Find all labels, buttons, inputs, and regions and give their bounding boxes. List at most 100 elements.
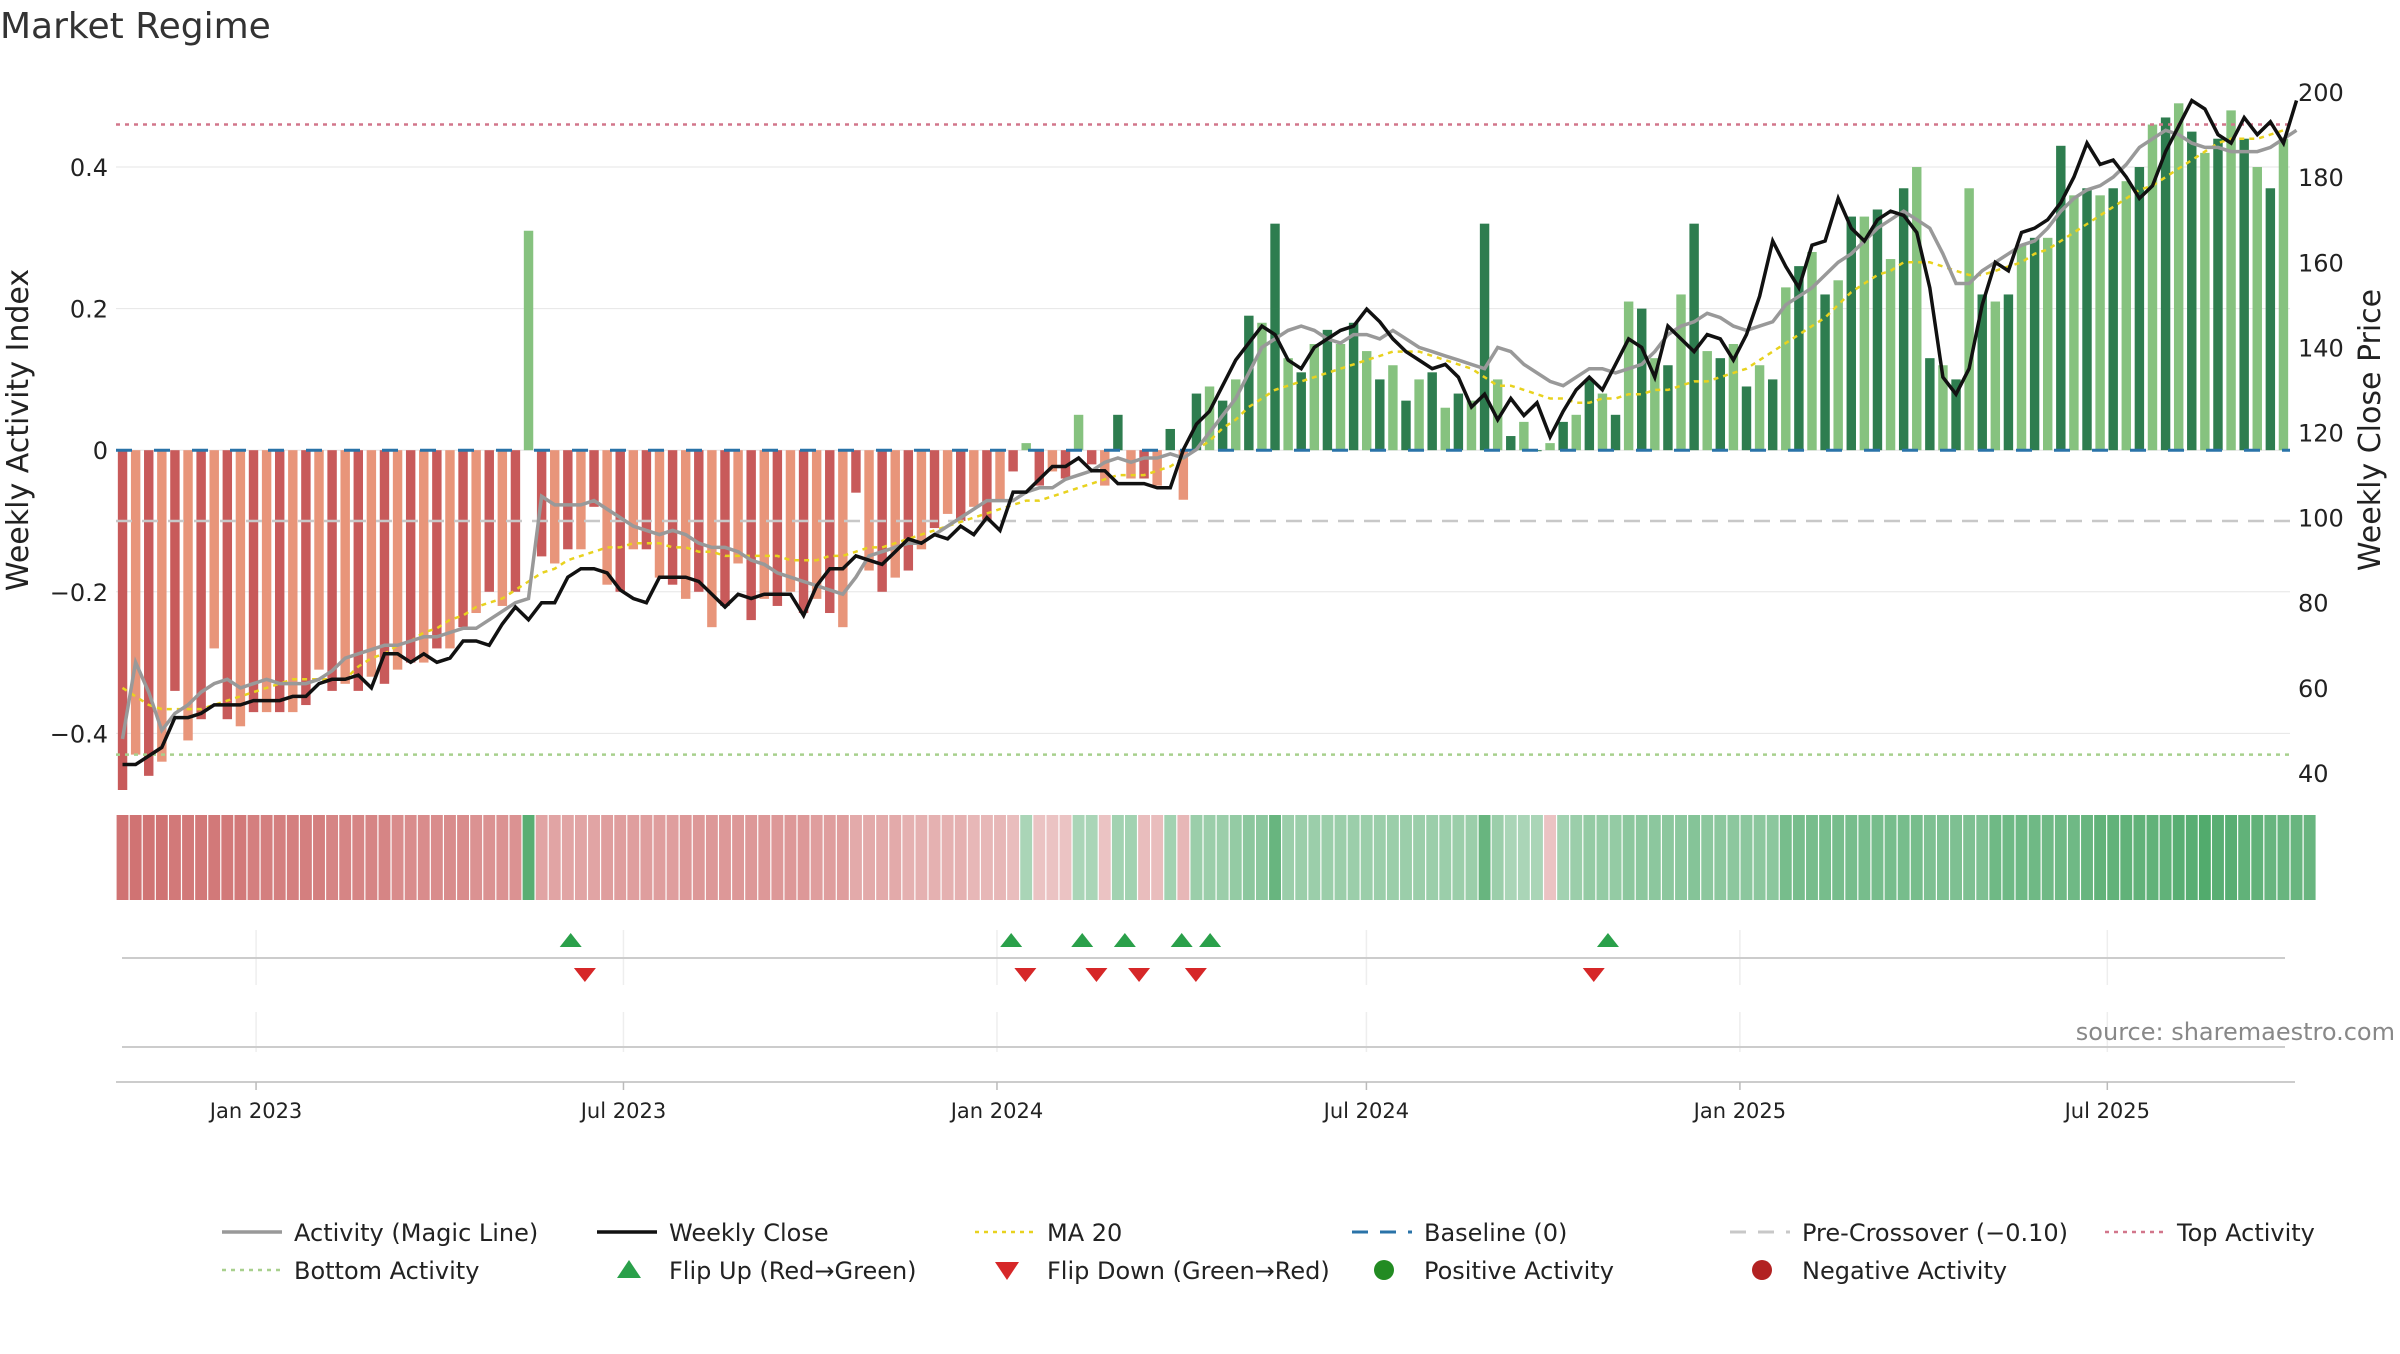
regime-strip — [1033, 815, 1046, 900]
regime-strip — [810, 815, 823, 900]
regime-strip — [1766, 815, 1779, 900]
flip-up-marker — [1170, 933, 1193, 947]
activity-bar — [982, 450, 992, 521]
activity-bar — [916, 450, 927, 550]
activity-bar — [117, 450, 128, 790]
activity-bar — [170, 450, 180, 691]
regime-strip — [2041, 815, 2054, 900]
activity-bar — [1152, 450, 1162, 486]
regime-strip — [1242, 815, 1255, 900]
regime-strip — [614, 815, 627, 900]
regime-strip — [2015, 815, 2028, 900]
regime-strip — [483, 815, 496, 900]
y-right-tick-label: 200 — [2298, 79, 2344, 107]
activity-bar — [353, 450, 363, 691]
legend-label: Top Activity — [2176, 1219, 2315, 1247]
regime-strip — [863, 815, 875, 900]
activity-bar — [1086, 450, 1097, 465]
activity-bar — [1925, 358, 1935, 451]
regime-strip — [182, 815, 194, 900]
regime-strip — [1963, 815, 1976, 900]
regime-strip — [1138, 815, 1151, 900]
regime-strip — [444, 815, 456, 900]
legend-item: Pre-Crossover (−0.10) — [1730, 1219, 2068, 1247]
regime-strip — [1046, 815, 1059, 900]
regime-strip — [1177, 815, 1190, 900]
activity-bar — [1178, 450, 1189, 500]
legend-label: Pre-Crossover (−0.10) — [1802, 1219, 2068, 1247]
regime-strip — [195, 815, 208, 900]
y-right-tick-label: 100 — [2298, 505, 2344, 533]
regime-strip — [2264, 815, 2277, 900]
regime-strip — [155, 815, 168, 900]
legend-swatch — [617, 1260, 641, 1278]
activity-bar — [1663, 365, 1673, 451]
legend-label: Activity (Magic Line) — [294, 1219, 538, 1247]
y-axis-right-label: Weekly Close Price — [2353, 289, 2388, 571]
y-right-tick-label: 180 — [2298, 164, 2344, 192]
regime-strip — [2185, 815, 2198, 900]
regime-strip — [1085, 815, 1098, 900]
x-tick-label: Jul 2025 — [2063, 1099, 2150, 1123]
activity-bar — [1519, 421, 1529, 451]
regime-strip — [1282, 815, 1295, 900]
regime-strip — [784, 815, 797, 900]
x-tick-label: Jan 2023 — [208, 1099, 303, 1123]
regime-strip — [1740, 815, 1753, 900]
regime-strip — [771, 815, 784, 900]
activity-bar — [222, 450, 233, 720]
activity-bar — [1781, 287, 1791, 451]
legend-swatch — [995, 1262, 1019, 1280]
flip-up-marker — [1071, 933, 1094, 947]
regime-strip — [1753, 815, 1766, 900]
activity-bar — [130, 450, 141, 755]
x-tick-label: Jul 2023 — [579, 1099, 666, 1123]
regime-strip — [1059, 815, 1072, 900]
regime-strip — [286, 815, 299, 900]
regime-strip — [1661, 815, 1674, 900]
regime-strip — [1871, 815, 1884, 900]
regime-strip — [889, 815, 902, 900]
legend-label: Bottom Activity — [294, 1257, 479, 1285]
y-left-tick-label: −0.2 — [50, 579, 108, 607]
regime-strip — [1203, 815, 1216, 900]
regime-strip — [1007, 815, 1020, 900]
activity-bar — [432, 450, 442, 649]
regime-strip — [1845, 815, 1858, 900]
flip-up-marker — [1113, 933, 1136, 947]
activity-bar — [1885, 259, 1896, 451]
activity-bar — [1859, 216, 1870, 451]
activity-bar — [2108, 188, 2118, 451]
regime-strip — [1635, 815, 1648, 900]
regime-strip — [208, 815, 221, 900]
flip-up-marker — [559, 933, 582, 947]
regime-strip — [849, 815, 862, 900]
regime-strip — [2002, 815, 2015, 900]
activity-bar — [563, 450, 573, 550]
regime-strip — [1701, 815, 1714, 900]
regime-strip — [2198, 815, 2211, 900]
regime-strip — [2172, 815, 2185, 900]
regime-strip — [692, 815, 705, 900]
activity-bar — [2213, 138, 2223, 451]
regime-strip — [1884, 815, 1897, 900]
legend-label: Negative Activity — [1802, 1257, 2007, 1285]
activity-bar — [589, 450, 599, 507]
activity-bar — [274, 450, 285, 713]
activity-bar — [458, 450, 468, 628]
regime-strip — [1111, 815, 1124, 900]
regime-strip — [574, 815, 587, 900]
activity-bar — [445, 450, 455, 649]
regime-strip — [1675, 815, 1687, 900]
regime-strip — [1439, 815, 1452, 900]
activity-bar — [2278, 138, 2289, 451]
regime-strip — [522, 815, 535, 900]
regime-strip — [758, 815, 771, 900]
activity-bar — [1794, 266, 1804, 451]
activity-bar — [641, 450, 652, 550]
activity-bar — [2265, 188, 2276, 451]
regime-strip — [2251, 815, 2264, 900]
regime-strip — [221, 815, 234, 900]
activity-bar — [720, 450, 730, 606]
